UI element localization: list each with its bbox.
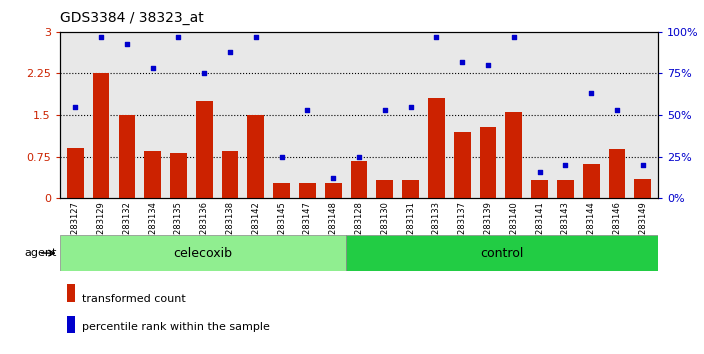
Point [405, 104, 416, 110]
Bar [505, 112, 522, 198]
Bar [118, 115, 135, 198]
Point [431, 34, 442, 40]
Point [534, 169, 545, 175]
Point [327, 176, 339, 181]
Bar [67, 316, 75, 333]
Bar [634, 179, 651, 198]
Point [560, 162, 571, 168]
Point [147, 65, 158, 71]
Text: agent: agent [24, 248, 56, 258]
Point [96, 34, 107, 40]
Point [276, 154, 287, 159]
Point [637, 162, 648, 168]
Bar [532, 181, 548, 198]
Bar [248, 115, 264, 198]
Bar [67, 148, 84, 198]
Bar [557, 181, 574, 198]
Point [586, 91, 597, 96]
Bar [479, 127, 496, 198]
Point [225, 49, 236, 55]
Text: transformed count: transformed count [82, 294, 186, 304]
Point [173, 34, 184, 40]
Bar [60, 235, 346, 271]
Bar [608, 149, 625, 198]
Point [250, 34, 261, 40]
Text: control: control [480, 247, 524, 259]
Bar [346, 235, 658, 271]
Text: percentile rank within the sample: percentile rank within the sample [82, 322, 270, 332]
Bar [402, 181, 419, 198]
Text: GDS3384 / 38323_at: GDS3384 / 38323_at [60, 11, 203, 25]
Point [353, 154, 365, 159]
Bar [454, 132, 470, 198]
Bar [67, 284, 75, 302]
Point [121, 41, 132, 46]
Point [70, 104, 81, 110]
Bar [299, 183, 316, 198]
Text: celecoxib: celecoxib [173, 247, 232, 259]
Bar [196, 101, 213, 198]
Bar [428, 98, 445, 198]
Point [199, 71, 210, 76]
Point [611, 107, 622, 113]
Bar [273, 183, 290, 198]
Bar [144, 151, 161, 198]
Point [302, 107, 313, 113]
Point [379, 107, 391, 113]
Bar [351, 160, 367, 198]
Point [457, 59, 468, 65]
Point [482, 62, 494, 68]
Bar [583, 164, 600, 198]
Bar [93, 74, 110, 198]
Bar [377, 181, 394, 198]
Point [508, 34, 520, 40]
Bar [222, 151, 239, 198]
Bar [170, 153, 187, 198]
Bar [325, 183, 341, 198]
